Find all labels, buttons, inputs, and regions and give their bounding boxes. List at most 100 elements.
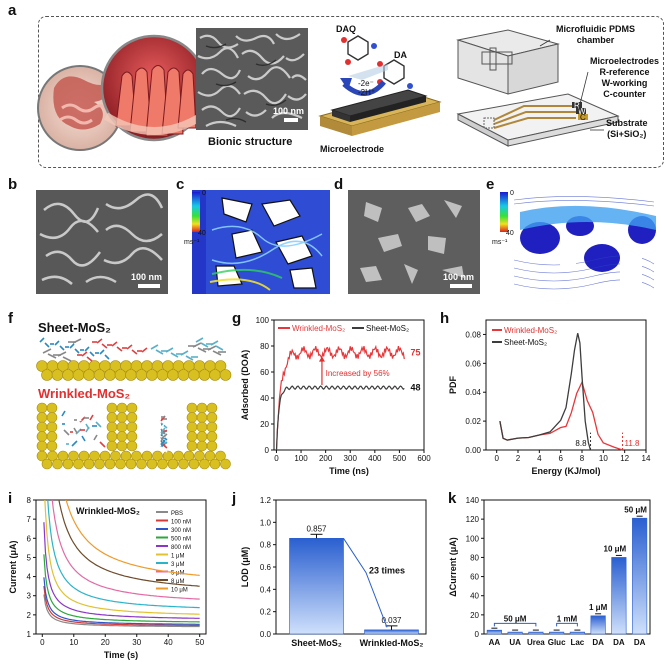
bionic-sem-image: 100 nm [196,28,308,130]
x-tick-label: 0 [40,638,45,647]
y-tick-label: 0.6 [260,563,272,572]
molecule-bond [42,348,52,354]
substrate-label: Substrate (Si+SiO₂) [606,118,648,140]
pin-r: R [574,101,580,110]
molecule-bond [165,347,174,353]
chamber-label-line1: Microfluidic PDMS [556,24,636,34]
molecule-bond [113,351,121,357]
sulfur-atom [131,450,142,462]
sulfur-atom [177,369,190,381]
x-tick-label: 200 [319,454,333,463]
molecule-bond [59,345,65,351]
molecule-bond [44,342,50,348]
molecule-bond [84,346,90,352]
annotation-75: 75 [410,348,420,358]
y-tick-label: 120 [466,515,480,524]
sulfur-atom [110,450,121,462]
colorbar-c-unit: ms⁻¹ [184,239,200,246]
molecule-bond [210,340,219,346]
sulfur-atom [206,402,218,414]
x-axis-label: Energy (KJ/mol) [531,466,600,476]
series-line-4 [43,522,200,619]
molecule-bond [74,348,80,354]
sulfur-atom [106,431,118,442]
sulfur-atom [73,458,84,470]
molecule-bond [155,349,164,355]
chart-h-energy-pdf: 0 2 4 6 8 10 12 14 0.00 0.02 0.04 0.06 0.08 Energy (K… [448,319,651,476]
bionic-scale-bar [284,118,298,122]
sulfur-atom [126,402,138,414]
series-line-8 [58,500,200,587]
y-axis-label: ΔCurrent (μA) [448,537,458,596]
colorbar-e [500,192,508,232]
molecule-bond [77,415,82,422]
scale-bar-b [138,284,160,288]
sulfur-atom [156,369,169,381]
sulfur-atom [36,421,48,433]
molecule-layer [39,337,226,362]
legend-label-wrinkled: Wrinkled-MoS₂ [504,326,557,335]
plot-frame [273,319,425,451]
sulfur-atom [104,458,116,470]
sulfur-atom [51,369,64,381]
sulfur-atom [186,402,198,414]
x-category-label: AA [489,638,501,647]
sulfur-atom [116,431,128,442]
sulfur-atom [135,369,148,381]
x-category-label: DA [592,638,604,647]
ratio-line [343,538,388,628]
molecule-bond [96,338,103,344]
series-line-sheet [499,333,592,451]
molecule-bond [57,351,67,357]
colorbar-c-bot: 40 [198,230,206,237]
x-tick-label: 0 [274,454,279,463]
sulfur-atom [219,369,232,381]
molecule-bond [99,441,106,448]
molecule-bond [81,351,88,357]
panel-letter-f: f [8,310,13,327]
sulfur-atom [41,458,53,470]
series-line-wrinkled [275,344,405,451]
y-tick-label: 1.0 [260,518,272,527]
bracket-50uM [493,622,537,627]
da-label: DA [394,50,407,60]
x-axis-label: Time (ns) [329,466,369,476]
sulfur-atom [115,458,126,470]
bracket-1mM [556,622,578,627]
panel-letter-k: k [448,490,457,507]
pin-c: C [580,113,586,122]
chart-i-title: Wrinkled-MoS₂ [76,506,140,516]
sulfur-atom [68,450,79,462]
sulfur-atom [214,360,227,372]
x-tick-label: 10 [599,454,608,463]
value-label: 0.037 [381,616,402,625]
molecule-bond [138,352,146,358]
molecule-bond [160,439,166,446]
molecule-bond [160,427,166,434]
sulfur-atom [57,450,69,462]
md-snapshot-wrinkled [36,402,231,470]
bar-5 [590,615,606,635]
x-category-label: Gluc [548,638,566,647]
molecule-bond [116,346,123,352]
reaction-protons: -2H⁺ [358,88,375,97]
molecule-bond [153,339,161,345]
legend-label: PBS [171,511,183,517]
bar-4 [569,631,585,635]
sulfur-atom [196,412,208,423]
colorbar-e-bot: 40 [506,230,514,237]
sulfur-atom [36,412,48,423]
y-tick-label: 0 [265,446,270,455]
x-tick-label: 300 [344,454,358,463]
bar-0 [486,629,502,635]
y-tick-label: 1 [27,630,32,639]
sulfur-atom [196,402,208,414]
sulfur-atom [41,369,53,381]
sulfur-atom [99,450,111,462]
chamber-label-line2: chamber [576,35,615,45]
sulfur-atom [89,450,100,462]
sulfur-atom [93,369,106,381]
legend-label: 500 nM [171,537,191,543]
sulfur-atom [194,450,205,462]
series-line-3 [43,554,200,623]
